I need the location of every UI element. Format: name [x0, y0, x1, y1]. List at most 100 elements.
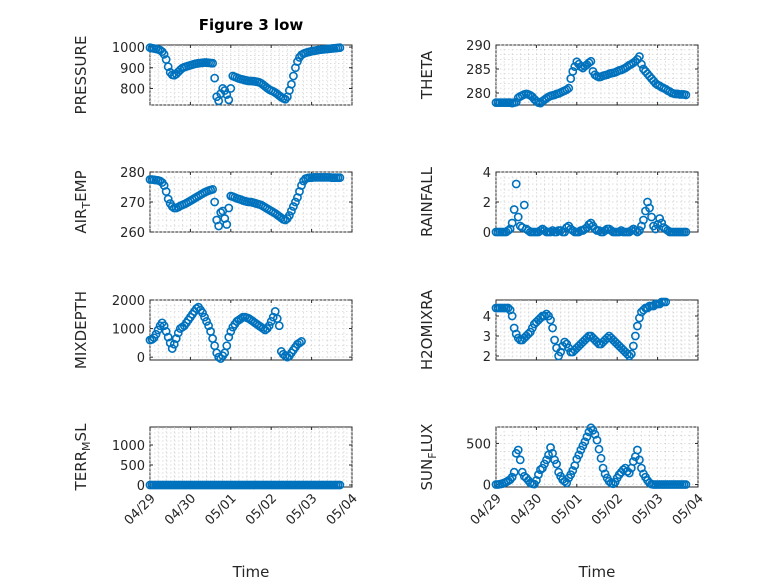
panel-sun_flux: 0 500 SUNFLUX 04/29 04/30 05/01 05/02 05/03 05/0… [418, 423, 707, 581]
h2omixra-axes [495, 299, 699, 361]
data-point [633, 445, 642, 455]
h2omixra-ylabel: H2OMIXRA [418, 289, 436, 370]
data-point [536, 226, 545, 235]
data-point [286, 206, 296, 216]
data-point [542, 309, 551, 319]
data-point [513, 445, 523, 455]
data-point [542, 455, 551, 465]
data-point [511, 179, 521, 189]
data-point [633, 227, 642, 237]
sun_flux-series [491, 423, 691, 489]
data-point [582, 432, 592, 442]
data-point [554, 467, 564, 477]
y-tick-label: 1000 [112, 323, 145, 338]
mixdepth-ylabel: MIXDEPTH [72, 291, 90, 369]
data-point [574, 450, 584, 460]
y-tick-label: 260 [120, 226, 145, 241]
y-tick-label: 2000 [112, 294, 145, 309]
pressure-series [145, 43, 345, 106]
data-point [289, 202, 298, 211]
x-tick-label: 05/01 [203, 491, 240, 528]
data-point [624, 468, 634, 478]
data-point [202, 317, 211, 326]
data-point [517, 467, 527, 477]
data-point [598, 463, 608, 473]
data-point [159, 49, 169, 59]
y-tick-label: 270 [120, 196, 145, 211]
data-point [681, 90, 691, 100]
data-point [289, 71, 298, 81]
x-tick-label: 05/04 [324, 491, 361, 528]
panel-air_temp: 260 270 280 AIRTEMP [72, 166, 353, 241]
data-point [297, 337, 306, 346]
data-point [163, 194, 173, 204]
x-tick-label: 04/29 [468, 491, 505, 528]
data-point [588, 425, 598, 435]
data-point [637, 59, 646, 69]
x-tick-label: 04/29 [122, 491, 159, 528]
data-point [560, 337, 570, 347]
data-point [335, 173, 345, 183]
panel-terr_msl: 0 500 1000 TERRMSL 04/29 04/30 05/01 05/02 05/03… [72, 423, 361, 581]
data-point [297, 181, 306, 190]
data-point [610, 477, 620, 487]
data-point [586, 56, 596, 66]
data-point [568, 226, 578, 235]
data-point [532, 476, 541, 485]
panel-rainfall: 0 2 4 RAINFALL [418, 166, 699, 241]
data-point [216, 208, 226, 217]
data-point [503, 303, 513, 313]
data-point [681, 227, 691, 237]
pressure-ylabel: PRESSURE [72, 36, 90, 115]
sun_flux-ylabel: SUNFLUX [418, 424, 439, 491]
data-point [161, 327, 171, 336]
data-point [274, 321, 284, 331]
x-axis-label: Time [232, 563, 270, 581]
data-point [552, 227, 561, 237]
data-point [635, 226, 644, 235]
data-point [651, 224, 660, 234]
data-point [633, 321, 642, 331]
chart-title: Figure 3 low [199, 16, 304, 34]
data-point [204, 321, 213, 331]
data-point [606, 226, 616, 235]
data-point [568, 466, 578, 475]
data-point [208, 58, 218, 68]
air_temp-ylabel: AIRTEMP [72, 170, 93, 233]
data-point [335, 480, 345, 490]
y-tick-label: 0 [483, 226, 491, 241]
data-point [540, 459, 549, 469]
data-point [546, 443, 555, 452]
x-tick-label: 05/03 [283, 491, 320, 528]
data-point [584, 58, 594, 68]
data-point [540, 226, 549, 235]
data-point [596, 453, 606, 463]
data-point [568, 67, 578, 76]
data-point [590, 429, 600, 439]
data-point [546, 227, 555, 237]
y-tick-label: 4 [483, 166, 491, 181]
y-tick-label: 4 [483, 310, 491, 325]
data-point [291, 197, 300, 207]
data-point [507, 218, 517, 228]
data-point [224, 332, 234, 342]
data-point [507, 311, 517, 321]
rainfall-ylabel: RAINFALL [418, 166, 436, 237]
data-point [626, 226, 636, 235]
x-tick-label: 04/30 [162, 491, 199, 528]
panel-h2omixra: 2 3 4 H2OMIXRA [418, 289, 699, 370]
data-point [637, 463, 646, 473]
data-point [548, 323, 557, 333]
y-tick-label: 0 [137, 351, 145, 366]
data-point [584, 220, 594, 229]
h2omixra-series [491, 297, 671, 361]
y-tick-label: 1000 [112, 41, 145, 56]
data-point [222, 341, 232, 351]
data-point [208, 184, 218, 194]
data-point [546, 315, 555, 325]
data-point [624, 351, 634, 361]
data-point [226, 327, 236, 336]
data-point [167, 202, 177, 211]
y-tick-label: 800 [120, 82, 145, 97]
